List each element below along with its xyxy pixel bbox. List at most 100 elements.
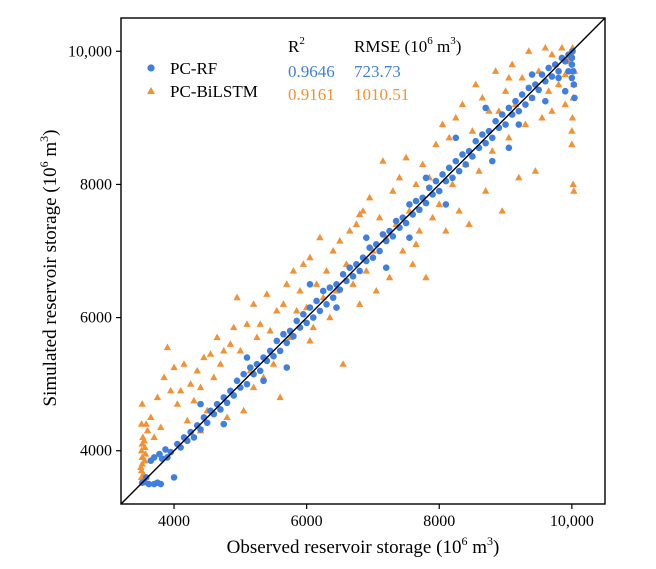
pc-rf-point (505, 144, 513, 152)
pc-bilstm-point (339, 360, 347, 367)
pc-bilstm-point (531, 167, 540, 174)
pc-rf-point (177, 444, 184, 451)
pc-rf-point (197, 426, 204, 433)
y-axis-label: Simulated reservoir storage (106 m3) (37, 130, 61, 407)
pc-bilstm-point (568, 113, 577, 121)
pc-bilstm-point (141, 456, 149, 464)
pc-rf-point (406, 201, 413, 208)
pc-bilstm-point (322, 266, 331, 274)
pc-rf-point (240, 370, 247, 378)
pc-rf-point (402, 219, 410, 227)
pc-rf-point (570, 81, 578, 88)
pc-bilstm-point (230, 323, 238, 331)
pc-rf-point (346, 264, 354, 271)
pc-bilstm-point (276, 393, 284, 401)
pc-rf-point (356, 267, 363, 275)
pc-bilstm-point (243, 320, 251, 327)
pc-rf-point (309, 314, 317, 321)
pc-rf-point (492, 117, 499, 125)
pc-rf-point (561, 87, 569, 95)
pc-bilstm-point (355, 300, 364, 307)
pc-bilstm-point (249, 383, 258, 391)
pc-bilstm-point (292, 306, 301, 314)
pc-rf-point (296, 324, 304, 331)
y-tick-label: 8000 (80, 176, 112, 193)
pc-bilstm-point (569, 180, 577, 188)
pc-rf-point (326, 284, 334, 291)
pc-bilstm-point (428, 213, 437, 221)
pc-bilstm-point (485, 107, 493, 114)
pc-bilstm-point (508, 60, 516, 68)
pc-rf-point (339, 271, 347, 278)
pc-rf-point (542, 97, 549, 105)
pc-rf-point (555, 74, 562, 82)
pc-rf-point (366, 244, 373, 251)
pc-bilstm-point (505, 133, 513, 141)
y-tick-label: 4000 (80, 443, 112, 460)
pc-rf-point (336, 286, 344, 293)
pc-rf-point (250, 370, 257, 378)
pc-rf-point (382, 237, 390, 245)
pc-bilstm-point (442, 227, 450, 234)
pc-bilstm-point (256, 320, 264, 327)
pc-bilstm-point (157, 423, 165, 431)
pc-rf-point (452, 134, 460, 142)
pc-bilstm-point (233, 293, 241, 301)
pc-bilstm-point (206, 350, 215, 357)
y-tick-label: 10,000 (68, 43, 112, 60)
pc-rf-point (276, 347, 284, 355)
pc-bilstm-point (142, 420, 150, 427)
pc-bilstm-point (147, 413, 155, 421)
pc-rf-point (515, 107, 523, 115)
pc-bilstm-point (312, 280, 321, 287)
pc-bilstm-point (415, 227, 424, 234)
x-tick-label: 4000 (158, 513, 190, 530)
pc-rf-point (190, 434, 198, 441)
pc-rf-point (210, 410, 218, 418)
pc-rf-point (319, 287, 327, 295)
pc-bilstm-point (362, 266, 371, 274)
pc-rf-point (316, 307, 324, 315)
pc-bilstm-point (548, 107, 556, 114)
pc-rf-point (333, 304, 340, 311)
pc-bilstm-point (163, 343, 172, 351)
pc-rf-point (449, 174, 456, 182)
x-tick-label: 6000 (291, 513, 323, 530)
pc-bilstm-point (568, 140, 576, 148)
pc-rf-point (522, 101, 529, 108)
pc-bilstm-point (491, 67, 500, 74)
pc-rf-point (167, 448, 175, 456)
pc-bilstm-point (505, 73, 513, 81)
pc-bilstm-point (379, 157, 387, 164)
pc-rf-point (353, 261, 360, 268)
pc-rf-point (409, 211, 417, 218)
pc-rf-point (396, 224, 403, 232)
pc-bilstm-point (186, 380, 195, 387)
pc-rf-point (343, 277, 350, 285)
pc-rf-point (498, 111, 506, 118)
pc-rf-point (157, 480, 165, 488)
legend-marker-bilstm (147, 87, 155, 94)
pc-bilstm-point (472, 80, 480, 88)
pc-bilstm-point (349, 280, 357, 287)
pc-bilstm-point (409, 260, 417, 267)
pc-rf-point (323, 300, 330, 308)
pc-bilstm-point (515, 173, 523, 181)
pc-bilstm-point (213, 333, 221, 341)
one-to-one-line (120, 17, 606, 505)
pc-rf-point (502, 121, 509, 128)
pc-rf-point (528, 94, 536, 102)
pc-rf-point (479, 131, 486, 138)
pc-bilstm-point (253, 333, 261, 341)
pc-rf-point (293, 317, 300, 325)
pc-bilstm-point (306, 336, 314, 344)
legend-r2-bilstm: 0.9161 (288, 85, 335, 104)
pc-rf-point (382, 264, 390, 271)
pc-bilstm-point (316, 233, 324, 241)
pc-bilstm-point (167, 386, 175, 394)
pc-bilstm-point (306, 253, 314, 261)
pc-bilstm-point (481, 187, 490, 194)
pc-rf-point (426, 184, 433, 192)
pc-rf-point (485, 127, 493, 135)
